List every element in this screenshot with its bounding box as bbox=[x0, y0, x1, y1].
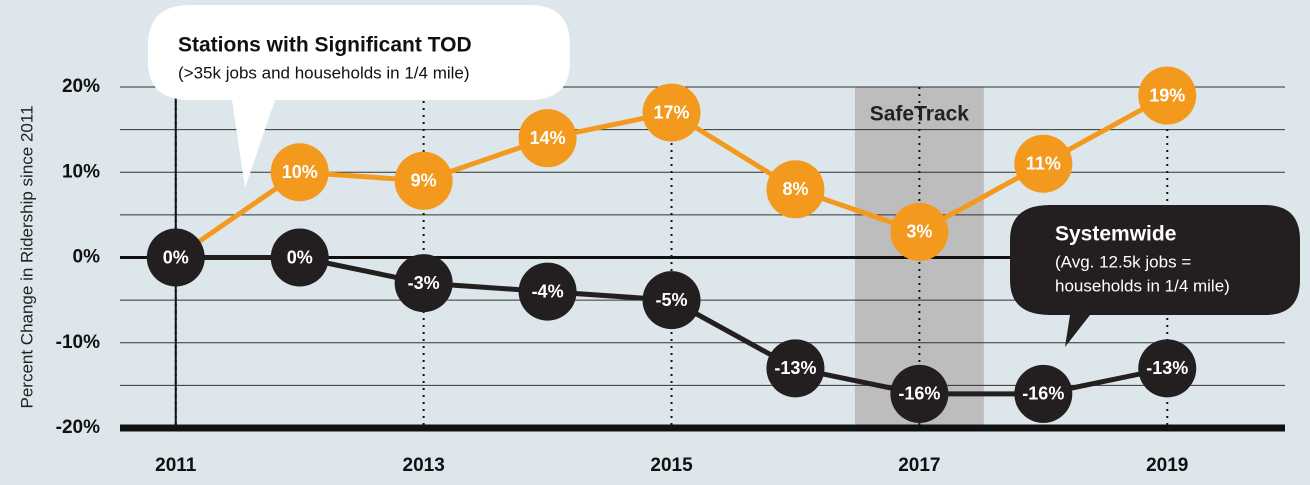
region-label: SafeTrack bbox=[870, 103, 970, 126]
point bbox=[766, 339, 825, 398]
point bbox=[890, 364, 949, 423]
callout-title: Systemwide bbox=[1055, 223, 1176, 246]
callout-text: households in 1/4 mile) bbox=[1055, 276, 1230, 295]
value-label: -3% bbox=[408, 273, 440, 293]
value-label: 19% bbox=[1149, 85, 1185, 105]
point bbox=[1138, 66, 1197, 125]
callouts: Stations with Significant TOD (>35k jobs… bbox=[148, 5, 1300, 347]
point bbox=[394, 254, 453, 313]
value-label: 17% bbox=[654, 102, 690, 122]
value-label: -16% bbox=[1022, 384, 1064, 404]
callout-title: Stations with Significant TOD bbox=[178, 34, 472, 57]
point bbox=[890, 202, 949, 261]
value-label: 11% bbox=[1026, 153, 1061, 173]
y-tick-label: -10% bbox=[56, 332, 100, 353]
x-tick-label: 2017 bbox=[898, 455, 940, 476]
plot-area: SafeTrack -20% -10% 0% 10% 20% 2011 2013 2015 201… bbox=[56, 66, 1285, 476]
value-label: 9% bbox=[411, 171, 437, 191]
y-tick-label: 10% bbox=[62, 161, 100, 182]
value-label: 3% bbox=[906, 222, 932, 242]
point bbox=[518, 109, 577, 168]
point bbox=[642, 83, 701, 142]
callout-text: (>35k jobs and households in 1/4 mile) bbox=[178, 63, 470, 82]
value-label: -13% bbox=[1146, 358, 1188, 378]
value-label: 0% bbox=[287, 247, 313, 267]
point bbox=[766, 160, 825, 219]
point bbox=[1014, 364, 1073, 423]
y-tick-label: -20% bbox=[56, 417, 100, 438]
y-tick-label: 20% bbox=[62, 76, 100, 97]
callout-bubble bbox=[148, 5, 570, 188]
x-tick-label: 2019 bbox=[1146, 455, 1188, 476]
point bbox=[394, 151, 453, 210]
value-label: -13% bbox=[774, 358, 816, 378]
x-tick-label: 2015 bbox=[650, 455, 693, 476]
point bbox=[1014, 134, 1073, 193]
x-tick-label: 2013 bbox=[403, 455, 445, 476]
value-label: 0% bbox=[163, 247, 189, 267]
callout-bubble bbox=[1010, 205, 1300, 347]
y-axis-label: Percent Change in Ridership since 2011 bbox=[17, 105, 36, 408]
point bbox=[146, 228, 205, 287]
point bbox=[270, 143, 329, 202]
point bbox=[518, 262, 577, 321]
value-label: 14% bbox=[530, 128, 566, 148]
y-tick-label: 0% bbox=[73, 247, 101, 268]
value-label: 10% bbox=[282, 162, 318, 182]
value-label: 8% bbox=[782, 179, 808, 199]
value-label: -16% bbox=[898, 384, 940, 404]
value-label: -4% bbox=[532, 281, 564, 301]
point bbox=[642, 271, 701, 330]
point bbox=[1138, 339, 1197, 398]
x-tick-label: 2011 bbox=[155, 455, 197, 476]
point bbox=[270, 228, 329, 287]
value-label: -5% bbox=[656, 290, 688, 310]
callout-text: (Avg. 12.5k jobs = bbox=[1055, 252, 1191, 271]
